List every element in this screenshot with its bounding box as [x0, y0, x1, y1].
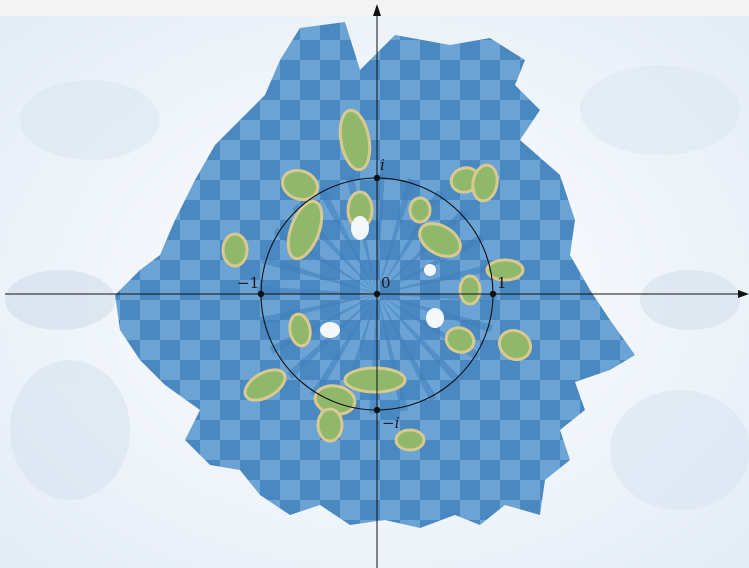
label-neg-real: −1: [237, 274, 259, 292]
ray: [377, 178, 416, 294]
landmass: [288, 312, 312, 348]
point-origin: [373, 290, 381, 298]
point-pos-real: [489, 290, 497, 298]
landmass: [286, 199, 324, 261]
landmass: [485, 258, 525, 282]
landmass: [418, 222, 462, 258]
ice-texture: [5, 65, 749, 510]
ice-patch: [351, 216, 369, 240]
landmass: [458, 274, 482, 306]
ray: [377, 294, 462, 385]
landmass: [408, 196, 432, 224]
landmass: [497, 328, 533, 362]
ray: [317, 186, 377, 294]
label-pos-real: 1: [497, 274, 507, 292]
landmass: [243, 368, 287, 402]
landmass: [316, 407, 344, 443]
point-neg-imag: [373, 406, 381, 414]
ice-patch: [424, 264, 436, 276]
points: [257, 174, 497, 414]
imaginary-axis-arrowhead: [373, 4, 381, 16]
ray: [310, 294, 377, 398]
landmass: [338, 108, 372, 172]
landmasses: [221, 108, 533, 452]
label-origin: 0: [381, 274, 391, 292]
landmass: [471, 163, 499, 203]
ray: [377, 174, 385, 294]
world-map: [115, 22, 635, 528]
landmass: [280, 168, 320, 202]
label-neg-imag: −i: [382, 414, 400, 432]
landmass: [394, 428, 426, 452]
real-axis-arrowhead: [738, 290, 749, 298]
ice-patch: [426, 308, 444, 328]
ice-patch: [320, 322, 340, 338]
ray: [259, 294, 377, 326]
point-neg-real: [257, 290, 265, 298]
ray: [261, 255, 377, 294]
label-pos-imag: i: [380, 156, 385, 174]
ray: [377, 262, 495, 294]
ray: [377, 294, 437, 402]
landmass: [221, 232, 249, 268]
point-pos-imag: [373, 174, 381, 182]
landmass: [343, 366, 407, 394]
landmass: [444, 326, 476, 354]
ray: [257, 286, 377, 294]
